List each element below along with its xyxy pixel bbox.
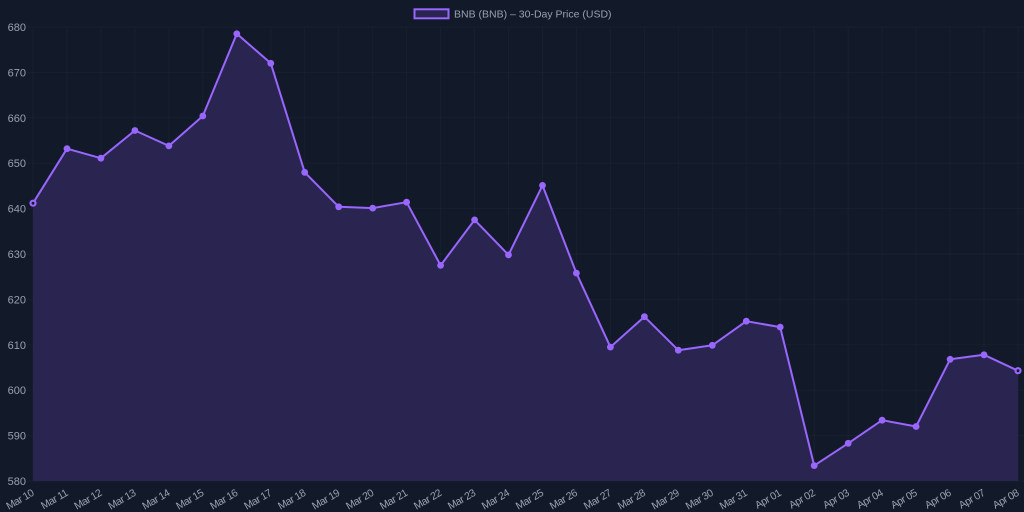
svg-text:600: 600 — [8, 385, 26, 397]
svg-text:Mar 26: Mar 26 — [548, 487, 580, 512]
svg-text:Apr 05: Apr 05 — [889, 487, 920, 512]
svg-text:Mar 13: Mar 13 — [106, 487, 138, 512]
svg-text:Mar 21: Mar 21 — [378, 487, 410, 512]
svg-text:BNB (BNB) – 30-Day Price (USD): BNB (BNB) – 30-Day Price (USD) — [454, 9, 612, 21]
svg-text:660: 660 — [8, 113, 26, 125]
svg-text:670: 670 — [8, 67, 26, 79]
svg-text:680: 680 — [8, 22, 26, 34]
svg-text:620: 620 — [8, 294, 26, 306]
svg-text:590: 590 — [8, 431, 26, 443]
svg-text:Mar 22: Mar 22 — [412, 487, 444, 512]
svg-text:Apr 02: Apr 02 — [787, 487, 818, 512]
svg-text:Apr 07: Apr 07 — [957, 487, 988, 512]
svg-text:Apr 06: Apr 06 — [923, 487, 954, 512]
svg-text:Mar 29: Mar 29 — [650, 487, 682, 512]
svg-text:Mar 27: Mar 27 — [582, 487, 614, 512]
svg-text:Mar 14: Mar 14 — [140, 487, 172, 512]
svg-text:Mar 16: Mar 16 — [208, 487, 240, 512]
svg-text:Mar 20: Mar 20 — [344, 487, 376, 512]
svg-text:Mar 15: Mar 15 — [174, 487, 206, 512]
svg-text:Apr 08: Apr 08 — [991, 487, 1022, 512]
svg-text:580: 580 — [8, 476, 26, 488]
svg-text:610: 610 — [8, 340, 26, 352]
svg-text:Mar 18: Mar 18 — [276, 487, 308, 512]
svg-text:Mar 10: Mar 10 — [4, 487, 36, 512]
svg-text:Mar 28: Mar 28 — [616, 487, 648, 512]
svg-text:Mar 25: Mar 25 — [514, 487, 546, 512]
svg-text:Mar 30: Mar 30 — [684, 487, 716, 512]
svg-text:Mar 12: Mar 12 — [72, 487, 104, 512]
svg-text:Apr 01: Apr 01 — [753, 487, 784, 512]
svg-text:Apr 03: Apr 03 — [821, 487, 852, 512]
svg-text:650: 650 — [8, 158, 26, 170]
svg-text:Mar 11: Mar 11 — [39, 487, 71, 512]
svg-text:Mar 31: Mar 31 — [718, 487, 750, 512]
svg-text:Mar 19: Mar 19 — [310, 487, 342, 512]
svg-text:Apr 04: Apr 04 — [855, 487, 886, 512]
svg-text:Mar 17: Mar 17 — [242, 487, 274, 512]
svg-text:640: 640 — [8, 204, 26, 216]
svg-text:Mar 24: Mar 24 — [480, 487, 512, 512]
svg-text:630: 630 — [8, 249, 26, 261]
svg-text:Mar 23: Mar 23 — [446, 487, 478, 512]
